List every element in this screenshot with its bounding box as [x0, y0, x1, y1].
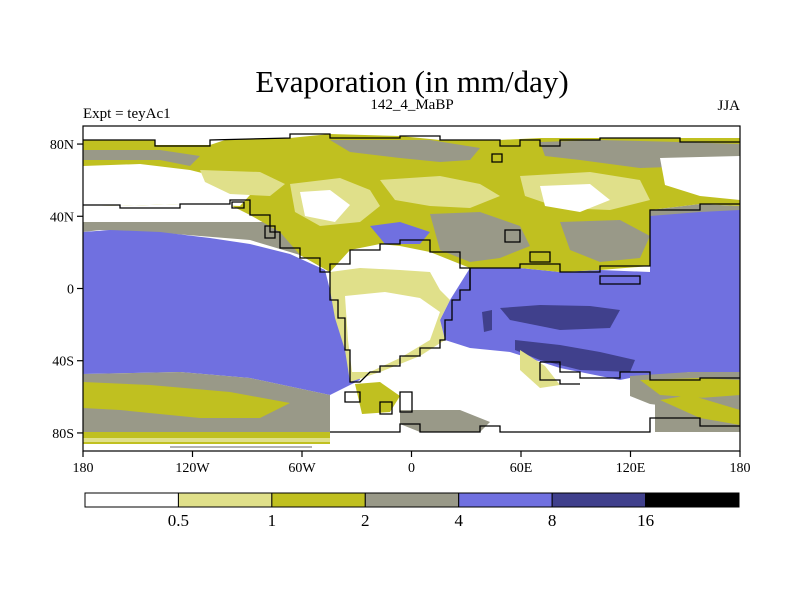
colorbar: 0.5 1 2 4 8 16 [84, 492, 740, 530]
y-tick-label: 40N [50, 210, 74, 225]
colorbar-label: 0.5 [168, 511, 189, 530]
colorbar-swatch [271, 492, 366, 508]
colorbar-swatch [364, 492, 460, 508]
x-tick-label: 180 [73, 461, 94, 476]
x-tick-label: 180 [730, 461, 751, 476]
x-axis: 180 120W 60W 0 60E 120E 180 [73, 451, 751, 476]
x-tick-label: 120W [175, 461, 210, 476]
colorbar-swatch [645, 492, 740, 508]
y-axis: 80N 40N 0 40S 80S [50, 138, 83, 442]
x-tick-label: 60W [288, 461, 316, 476]
colorbar-swatch [84, 492, 179, 508]
ocean-fields [83, 204, 740, 444]
colorbar-swatch [458, 492, 553, 508]
chart-title: Evaporation (in mm/day) [255, 64, 568, 99]
colorbar-label: 1 [268, 511, 277, 530]
experiment-label: Expt = teyAc1 [83, 106, 171, 122]
coastlines [83, 133, 740, 433]
x-tick-label: 60E [510, 461, 533, 476]
colorbar-label: 8 [548, 511, 557, 530]
colorbar-label: 2 [361, 511, 370, 530]
x-tick-label: 120E [616, 461, 646, 476]
x-tick-label: 0 [408, 461, 415, 476]
season-label: JJA [717, 98, 740, 114]
colorbar-label: 4 [454, 511, 463, 530]
colorbar-swatch [177, 492, 273, 508]
colorbar-swatch [551, 492, 647, 508]
y-tick-label: 40S [52, 355, 74, 370]
y-tick-label: 0 [67, 283, 74, 298]
map-plot-area [82, 125, 741, 452]
period-label: 142_4_MaBP [370, 97, 453, 113]
colorbar-label: 16 [637, 511, 654, 530]
y-tick-label: 80S [52, 427, 74, 442]
y-tick-label: 80N [50, 138, 74, 153]
